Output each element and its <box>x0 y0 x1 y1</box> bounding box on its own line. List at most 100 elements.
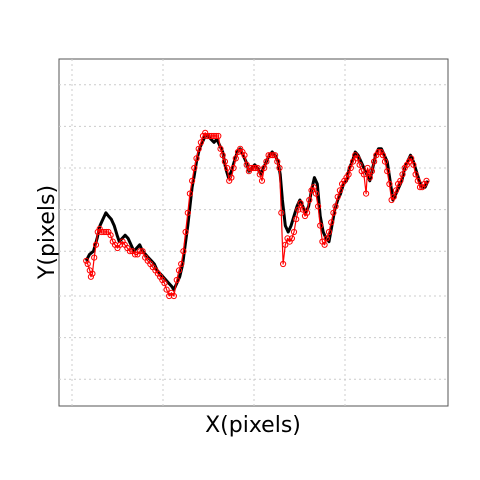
series-1-point-26 <box>139 248 146 255</box>
series-1-point-120 <box>347 164 354 172</box>
series-1-point-131 <box>371 158 378 165</box>
series-0 <box>84 134 430 292</box>
series-1-point-151 <box>414 177 421 184</box>
series-1-point-55 <box>206 132 213 140</box>
series-1-point-40 <box>173 276 180 284</box>
series-1-point-148 <box>408 155 415 162</box>
series-1-point-62 <box>221 158 228 165</box>
series-1-point-11 <box>103 228 110 236</box>
series-1-point-5 <box>91 254 98 261</box>
series-1-point-50 <box>195 145 202 152</box>
series-1-point-104 <box>312 190 319 197</box>
series-1-point-1 <box>84 260 91 268</box>
series-1-point-137 <box>384 168 391 175</box>
series-1-point-39 <box>170 292 177 300</box>
series-1-point-89 <box>280 260 287 268</box>
series-1-point-86 <box>274 158 281 165</box>
series-1-point-83 <box>267 152 274 159</box>
series-1-point-90 <box>282 241 289 248</box>
series-1-point-41 <box>175 267 183 274</box>
series-1-point-45 <box>184 209 191 216</box>
series-layer <box>83 129 430 300</box>
series-1-point-124 <box>356 161 363 168</box>
series-1-point-95 <box>293 216 300 223</box>
series-1-point-98 <box>299 206 306 213</box>
series-1-point-4 <box>89 270 96 277</box>
series-1-point-35 <box>161 280 168 287</box>
series-1-point-130 <box>368 168 375 175</box>
series-1-point-63 <box>224 164 231 172</box>
series-1-point-110 <box>325 228 333 236</box>
series-1-point-97 <box>297 200 304 207</box>
x-axis-label: X(pixels) <box>205 413 301 438</box>
series-1-point-13 <box>107 232 114 239</box>
series-1-point-61 <box>219 152 226 159</box>
series-1-point-113 <box>332 203 339 210</box>
series-1-point-143 <box>397 177 404 184</box>
series-1-point-71 <box>241 152 248 159</box>
series-1-point-54 <box>204 132 211 140</box>
series-1-point-56 <box>208 132 215 140</box>
series-1-point-78 <box>256 171 263 178</box>
series-1-point-109 <box>323 235 330 242</box>
series-1-point-96 <box>295 206 302 213</box>
series-1-point-10 <box>100 228 108 236</box>
series-1-point-103 <box>310 184 317 191</box>
series-1-point-9 <box>98 228 105 236</box>
series-1-point-84 <box>269 152 276 159</box>
series-1-point-58 <box>213 132 220 140</box>
series-1-point-7 <box>94 228 101 236</box>
series-1-point-21 <box>126 248 133 255</box>
series-1-point-127 <box>363 190 370 197</box>
series-1-point-144 <box>399 171 406 178</box>
series-1-point-88 <box>278 209 285 216</box>
series-1-point-93 <box>288 235 295 242</box>
series-1-line <box>85 132 428 297</box>
series-1-point-126 <box>360 171 367 178</box>
series-1-point-46 <box>186 190 193 197</box>
series-1-point-65 <box>228 174 235 181</box>
series-1-point-72 <box>243 161 250 168</box>
series-1-point-57 <box>210 132 218 140</box>
series-1-point-60 <box>217 145 224 152</box>
series-1-point-8 <box>96 225 103 232</box>
series-1-point-111 <box>328 219 335 226</box>
y-axis-label: Y(pixels) <box>35 185 60 280</box>
series-1-point-141 <box>392 187 400 194</box>
series-1-point-87 <box>276 164 283 172</box>
series-1-point-123 <box>354 155 361 162</box>
series-1-point-79 <box>258 177 266 184</box>
series-1-point-49 <box>193 155 200 162</box>
series-1-point-67 <box>232 155 239 162</box>
series-1-point-140 <box>390 193 397 200</box>
series-1-point-0 <box>83 257 90 264</box>
series-1-point-25 <box>137 248 144 255</box>
series-1-point-23 <box>131 251 139 258</box>
series-1-point-128 <box>364 164 371 172</box>
series-1-point-149 <box>410 161 417 168</box>
series-1-point-85 <box>272 152 279 159</box>
series-1-point-114 <box>334 193 341 200</box>
series-1-point-66 <box>230 164 237 172</box>
series-1-point-51 <box>197 139 204 146</box>
series-1-point-82 <box>265 152 272 159</box>
series-1-point-100 <box>304 209 311 216</box>
series-1-point-115 <box>336 187 343 194</box>
series-1-point-81 <box>263 158 270 165</box>
series-1-point-80 <box>261 164 268 172</box>
series-1-point-43 <box>180 248 187 255</box>
series-1-point-138 <box>386 180 393 188</box>
series-1-point-74 <box>248 164 255 172</box>
series-1-point-42 <box>178 260 185 268</box>
series-1-point-59 <box>215 132 222 140</box>
series-1-point-108 <box>321 241 328 248</box>
series-1-point-152 <box>416 184 424 191</box>
series-1-point-101 <box>306 196 313 204</box>
series-1-point-121 <box>349 158 357 165</box>
series-1-point-3 <box>87 273 95 280</box>
series-1-point-136 <box>381 158 389 165</box>
series-1-point-48 <box>191 164 198 172</box>
series-1-point-94 <box>290 228 298 236</box>
series-1-point-119 <box>345 171 352 178</box>
series-1-point-133 <box>375 148 382 156</box>
